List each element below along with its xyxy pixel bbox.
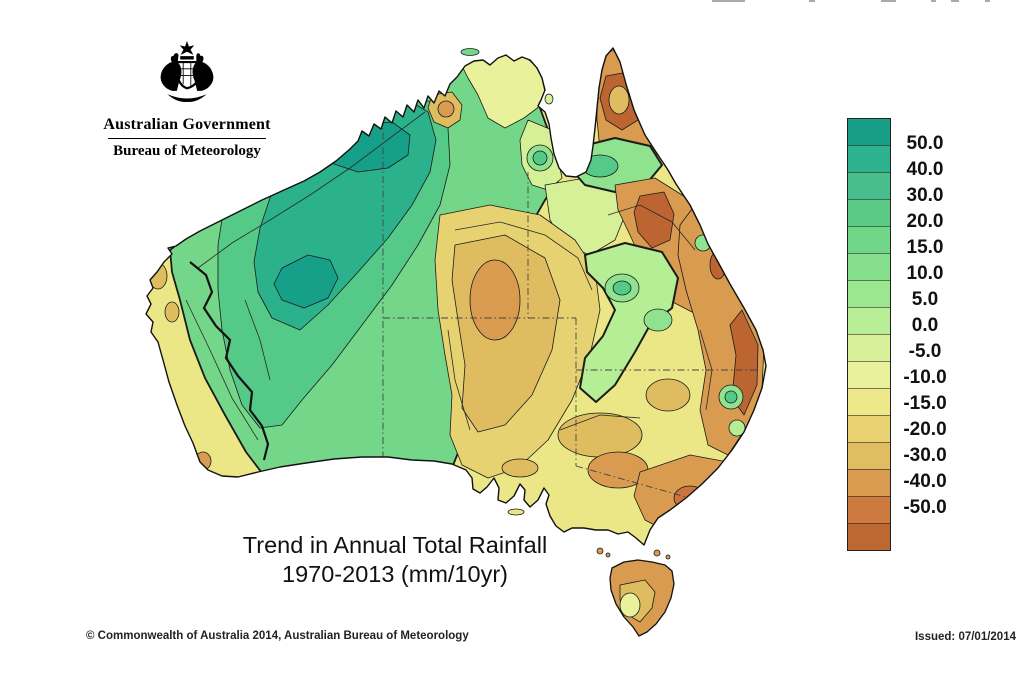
legend-color-segment — [848, 415, 890, 442]
legend-tick-labels: 50.0 40.0 30.0 20.0 15.0 10.0 5.0 0.0 -5.0 -10.0 -… — [893, 118, 957, 534]
legend-tick-label: 30.0 — [906, 185, 944, 206]
legend-color-segment — [848, 226, 890, 253]
legend-tick-label: 10.0 — [906, 263, 944, 284]
cropped-ui-artifact — [712, 0, 745, 2]
cropped-ui-artifact — [881, 0, 896, 2]
legend-tick-label: -50.0 — [903, 497, 947, 518]
legend-tick-label: -40.0 — [903, 471, 947, 492]
legend-tick-label: -30.0 — [903, 445, 947, 466]
kangaroo-silhouette — [160, 53, 182, 91]
legend-color-segment — [848, 145, 890, 172]
map-title-line1: Trend in Annual Total Rainfall — [242, 532, 548, 558]
coat-of-arms-emblem — [160, 40, 214, 102]
cropped-ui-artifact — [985, 0, 990, 2]
legend-color-segment — [848, 172, 890, 199]
legend-tick-label: -10.0 — [903, 367, 947, 388]
legend-tick-label: -15.0 — [903, 393, 947, 414]
legend-tick-label: -5.0 — [908, 341, 942, 362]
legend-tick-label: 0.0 — [911, 315, 939, 336]
legend-tick-label: 50.0 — [906, 133, 944, 154]
mainland-coastline — [145, 47, 767, 546]
legend-color-segment — [848, 119, 890, 145]
map-title: Trend in Annual Total Rainfall 1970-2013… — [228, 531, 562, 589]
legend-tick-label: 5.0 — [911, 289, 939, 310]
commonwealth-star-icon — [179, 40, 195, 55]
legend-tick-label: -20.0 — [903, 419, 947, 440]
agency-label: Bureau of Meteorology — [113, 143, 261, 159]
emu-silhouette — [192, 53, 214, 91]
offshore-islands — [460, 48, 671, 560]
copyright-text: © Commonwealth of Australia 2014, Austra… — [86, 630, 469, 642]
legend-color-segment — [848, 334, 890, 361]
legend-tick-label: 20.0 — [906, 211, 944, 232]
agency-wordmark: Australian Government Bureau of Meteorol… — [101, 116, 273, 160]
cropped-ui-artifact — [931, 0, 936, 2]
legend-color-segment — [848, 307, 890, 334]
legend-color-segment — [848, 496, 890, 523]
government-label: Australian Government — [103, 116, 271, 133]
central-negative-trend-region — [434, 204, 649, 489]
legend-color-segment — [848, 253, 890, 280]
legend-tick-label: 15.0 — [906, 237, 944, 258]
legend-tick-label: 40.0 — [906, 159, 944, 180]
legend-color-segment — [848, 388, 890, 415]
map-title-line2: 1970-2013 (mm/10yr) — [282, 561, 508, 587]
legend-color-segment — [848, 523, 890, 550]
legend-color-segment — [848, 442, 890, 469]
issued-date-text: Issued: 07/01/2014 — [914, 631, 1016, 643]
legend-color-segment — [848, 361, 890, 388]
inland-green-pocket — [579, 242, 679, 403]
wordmark-divider — [108, 138, 266, 139]
legend-color-segment — [848, 199, 890, 226]
legend-color-segment — [848, 469, 890, 496]
tasmania-island — [609, 559, 675, 637]
legend-colorbar — [847, 118, 891, 551]
cropped-ui-artifact — [951, 0, 959, 2]
cropped-ui-artifact — [809, 0, 815, 2]
legend-color-segment — [848, 280, 890, 307]
